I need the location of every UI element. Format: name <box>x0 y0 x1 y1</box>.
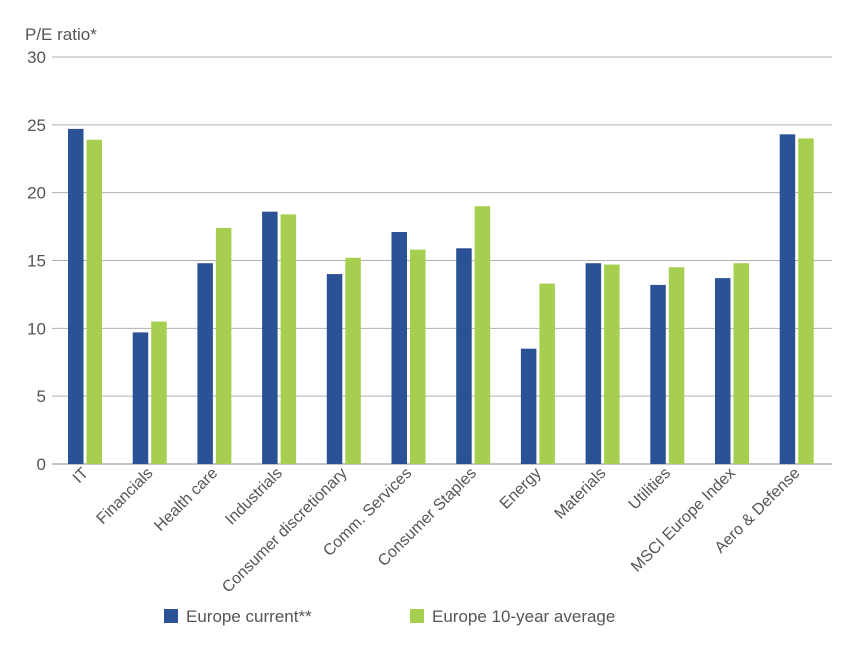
bar-avg <box>604 264 620 464</box>
bar-current <box>68 128 84 465</box>
bar-avg <box>86 139 102 465</box>
y-tick-label: 25 <box>27 116 46 135</box>
legend-label: Europe 10-year average <box>432 607 615 626</box>
y-tick-label: 0 <box>37 455 46 474</box>
x-tick-label: IT <box>70 465 92 487</box>
bar-current <box>779 134 796 464</box>
bar-current <box>326 274 343 464</box>
legend-swatch <box>164 609 178 623</box>
bar-avg <box>410 249 426 464</box>
bar-avg <box>668 267 685 464</box>
bar-avg <box>280 214 297 464</box>
y-tick-label: 30 <box>27 48 46 67</box>
bar-avg <box>474 206 491 464</box>
x-tick-label: Health care <box>151 465 221 535</box>
bar-current <box>132 332 149 464</box>
bars-layer <box>68 128 814 465</box>
legend: Europe current** Europe 10-year average <box>164 607 615 626</box>
y-tick-label: 15 <box>27 252 46 271</box>
x-tick-label: Financials <box>94 465 157 528</box>
y-tick-label: 20 <box>27 184 46 203</box>
bar-current <box>650 284 666 464</box>
bar-avg <box>798 138 814 464</box>
y-tick-label: 10 <box>27 319 46 338</box>
x-tick-label: Energy <box>497 465 545 513</box>
x-tick-label: Materials <box>552 465 610 523</box>
bar-current <box>391 232 407 464</box>
bar-avg <box>539 283 555 464</box>
bar-current <box>715 278 731 464</box>
legend-label: Europe current** <box>186 607 312 626</box>
bar-current <box>456 248 472 464</box>
x-tick-label: Consumer discretionary <box>219 465 350 596</box>
bar-current <box>585 263 602 464</box>
legend-swatch <box>410 609 424 623</box>
bar-current <box>520 348 537 464</box>
bar-avg <box>215 227 232 464</box>
bar-avg <box>733 263 749 464</box>
grid-layer: 0 5 10 15 20 25 30 <box>27 48 832 474</box>
bar-current <box>262 211 278 464</box>
bar-avg <box>345 257 361 464</box>
x-tick-label: Industrials <box>222 465 286 529</box>
y-axis-title: P/E ratio* <box>25 25 97 44</box>
x-tick-label: Utilities <box>626 465 674 513</box>
bar-current <box>197 263 213 464</box>
y-tick-label: 5 <box>37 387 46 406</box>
bar-avg <box>151 321 167 464</box>
